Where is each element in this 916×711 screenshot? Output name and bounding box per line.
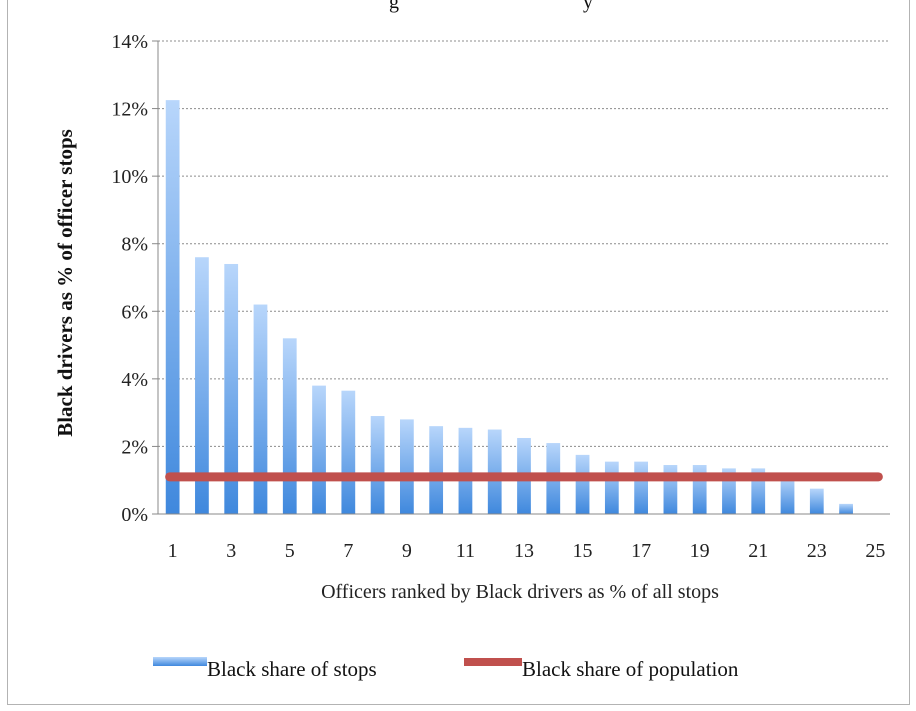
bar-stops-1: [165, 100, 180, 514]
bar-stops-10: [429, 426, 444, 514]
title-fragment-2: y: [583, 0, 593, 13]
bar-stops-9: [399, 419, 414, 514]
gridlines: [158, 40, 890, 447]
legend-label-stops: Black share of stops: [207, 657, 377, 681]
bar-stops-7: [341, 390, 356, 514]
y-tick-label: 2%: [121, 436, 148, 458]
bar-stops-12: [487, 429, 502, 514]
bar-stops-3: [224, 263, 239, 514]
x-tick-label: 15: [573, 540, 593, 562]
bar-stops-16: [604, 461, 619, 514]
y-axis-title: Black drivers as % of officer stops: [53, 129, 77, 437]
x-tick-label: 17: [631, 540, 651, 562]
x-tick-label: 5: [285, 540, 295, 562]
bar-stops-8: [370, 416, 385, 514]
bar-stops-24: [839, 503, 853, 514]
legend-swatch-stops: [153, 657, 207, 666]
x-tick-label: 1: [168, 540, 178, 562]
bar-stops-11: [458, 427, 473, 514]
y-tick-label: 0%: [121, 504, 148, 526]
x-tick-label: 21: [748, 540, 768, 562]
x-tick-label: 23: [807, 540, 827, 562]
axes: [152, 40, 890, 515]
x-tick-label: 9: [402, 540, 412, 562]
bars: [165, 100, 853, 514]
x-axis-title: Officers ranked by Black drivers as % of…: [321, 581, 719, 603]
x-tick-label: 19: [690, 540, 710, 562]
x-tick-label: 3: [226, 540, 236, 562]
bar-stops-5: [282, 338, 297, 514]
y-tick-label: 10%: [111, 166, 148, 188]
bar-stops-23: [809, 488, 824, 514]
y-tick-label: 6%: [121, 301, 148, 323]
x-tick-label: 13: [514, 540, 534, 562]
title-fragment: g: [389, 0, 399, 13]
y-tick-label: 12%: [111, 99, 148, 121]
bar-stops-15: [575, 454, 590, 514]
bar-stops-17: [634, 461, 649, 514]
x-tick-labels: 1 3 5 7 9 11 13 15 17 19 21 23 25: [168, 540, 886, 562]
y-tick-labels: 0% 2% 4% 6% 8% 10% 12% 14%: [111, 31, 148, 526]
legend: Black share of stops Black share of popu…: [153, 657, 739, 681]
bar-stops-2: [195, 257, 209, 514]
bar-stops-4: [253, 304, 268, 514]
y-tick-label: 4%: [121, 369, 148, 391]
x-tick-label: 7: [343, 540, 353, 562]
y-tick-label: 8%: [121, 234, 148, 256]
legend-label-population: Black share of population: [522, 657, 739, 681]
bar-stops-6: [312, 385, 326, 514]
x-tick-label: 11: [456, 540, 475, 562]
y-tick-label: 14%: [111, 31, 148, 53]
bar-stops-22: [780, 476, 795, 514]
x-tick-label: 25: [865, 540, 885, 562]
